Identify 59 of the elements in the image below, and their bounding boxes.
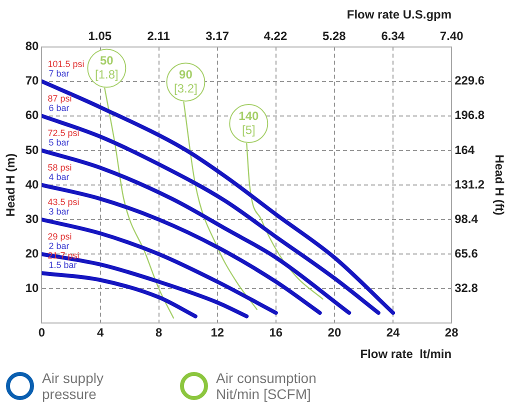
y-tick-label: 20: [25, 246, 40, 260]
x2-tick-label: 5.28: [322, 28, 346, 43]
y-tick-label: 50: [25, 142, 40, 157]
line-series: [42, 271, 198, 318]
x2-tick-label: 1.05: [88, 28, 112, 43]
series-label: 140 [5]: [238, 108, 259, 137]
line-series: [42, 79, 396, 315]
y-tick-label: 40: [25, 177, 40, 192]
y-tick-label: 10: [25, 280, 40, 295]
text: Air consumption Nit/min [SCFM]: [216, 370, 318, 402]
x-tick-label: 24: [386, 326, 400, 340]
x-tick-label: 0: [38, 326, 46, 340]
x-axis-title: Flow rate lt/min: [360, 347, 452, 362]
series-label: 7 bar: [48, 68, 70, 78]
series-label: 1.5 bar: [48, 260, 77, 270]
y2-tick-label: 229.6: [454, 74, 485, 88]
x2-axis-title: Flow rate U.S.gpm: [346, 8, 452, 22]
series-label: 50 [1.8]: [95, 54, 118, 82]
x-tick-label: 8: [155, 326, 162, 340]
x2-tick-label: 6.34: [381, 28, 405, 43]
series-label: 90 [3.2]: [174, 67, 198, 96]
y-axis-title: Head H (m): [4, 153, 18, 217]
annotation: 58 psi: [48, 162, 72, 172]
x-tick-label: 12: [210, 326, 224, 340]
series-label: 6 bar: [48, 102, 70, 113]
annotation: 72.5 psi: [48, 128, 80, 138]
annotation: 87 psi: [48, 93, 72, 104]
series-label: 5 bar: [48, 137, 70, 148]
series-label: 4 bar: [48, 172, 70, 182]
y2-tick-label: 164: [454, 142, 475, 157]
y2-tick-label: 196.8: [454, 108, 485, 122]
x-tick-label: 20: [328, 326, 342, 340]
annotation: 101.5 psi: [48, 58, 84, 69]
y2-tick-label: 98.4: [454, 212, 478, 226]
line-series: [42, 148, 352, 315]
x2-tick-label: 7.40: [440, 28, 464, 43]
y-tick-label: 60: [25, 108, 40, 122]
annotation: 29 psi: [48, 232, 72, 242]
series-label: 2 bar: [48, 241, 70, 252]
x2-tick-label: 3.17: [206, 28, 230, 43]
y2-tick-label: 65.6: [454, 246, 478, 260]
x-tick-label: 16: [269, 326, 283, 340]
annotation: 43.5 psi: [48, 197, 80, 208]
x2-tick-label: 4.22: [264, 28, 288, 43]
y2-tick-label: 32.8: [454, 280, 478, 295]
x2-tick-label: 2.11: [147, 28, 170, 43]
y-tick-label: 80: [25, 39, 40, 54]
line-series: [42, 183, 322, 315]
x-tick-label: 4: [96, 326, 104, 340]
y-tick-label: 30: [25, 212, 40, 226]
y2-axis-title: Head H (ft): [492, 154, 506, 216]
text: Air supply pressure: [42, 370, 104, 402]
y-tick-label: 70: [25, 74, 40, 88]
series-label: 3 bar: [48, 206, 70, 217]
x-tick-label: 28: [444, 326, 459, 340]
line-series: [42, 252, 249, 318]
line-series: [42, 114, 380, 315]
line-series: [42, 218, 278, 315]
y2-tick-label: 131.2: [454, 177, 485, 192]
